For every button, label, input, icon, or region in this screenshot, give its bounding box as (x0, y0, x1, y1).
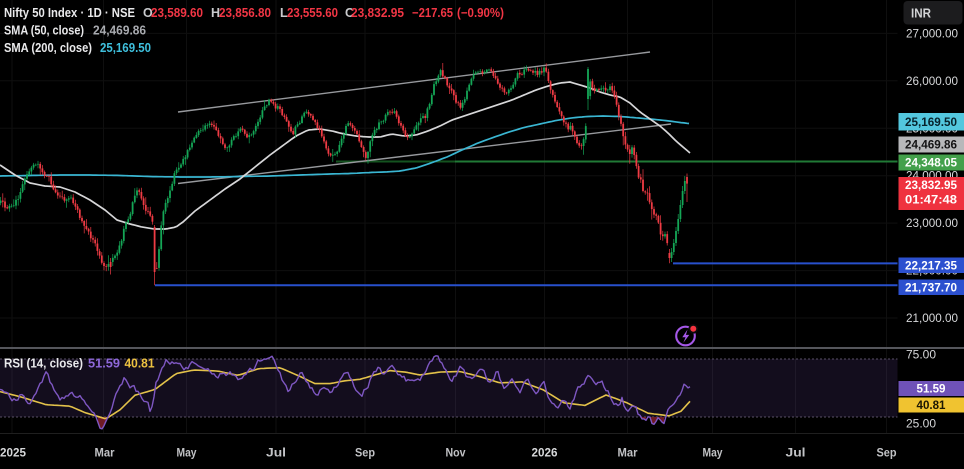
svg-text:May: May (703, 448, 724, 460)
svg-text:RSI (14, close): RSI (14, close) (4, 357, 83, 371)
svg-text:75.00: 75.00 (906, 350, 936, 362)
svg-text:25,169.50: 25,169.50 (100, 41, 151, 55)
svg-text:25.00: 25.00 (906, 419, 936, 431)
svg-text:51.59: 51.59 (88, 357, 120, 371)
svg-text:2026: 2026 (532, 448, 558, 460)
svg-text:Jul: Jul (266, 448, 286, 460)
svg-text:27,000.00: 27,000.00 (906, 28, 958, 40)
svg-text:INR: INR (911, 7, 931, 21)
svg-text:(−0.90%): (−0.90%) (457, 6, 504, 20)
svg-text:23,555.60: 23,555.60 (287, 6, 338, 20)
svg-text:Sep: Sep (355, 448, 375, 460)
svg-text:26,000.00: 26,000.00 (906, 76, 958, 88)
svg-text:May: May (177, 448, 198, 460)
svg-text:SMA (200, close): SMA (200, close) (4, 41, 92, 55)
svg-text:Jul: Jul (786, 448, 806, 460)
svg-text:−217.65: −217.65 (412, 6, 453, 20)
svg-text:24,469.86: 24,469.86 (905, 140, 957, 152)
svg-text:Mar: Mar (618, 448, 639, 460)
svg-text:23,832.95: 23,832.95 (905, 180, 958, 192)
svg-text:23,589.60: 23,589.60 (151, 6, 203, 20)
svg-text:23,856.80: 23,856.80 (219, 6, 271, 20)
svg-text:21,737.70: 21,737.70 (905, 282, 957, 294)
svg-text:21,000.00: 21,000.00 (906, 313, 958, 325)
svg-text:Sep: Sep (877, 448, 897, 460)
svg-text:24,469.86: 24,469.86 (93, 23, 146, 37)
svg-text:01:47:48: 01:47:48 (905, 195, 958, 207)
svg-text:2025: 2025 (0, 448, 27, 460)
svg-text:40.81: 40.81 (917, 400, 947, 412)
svg-text:40.81: 40.81 (125, 357, 155, 371)
svg-text:Nov: Nov (446, 448, 467, 460)
svg-text:Mar: Mar (95, 448, 116, 460)
svg-text:24,348.05: 24,348.05 (905, 158, 958, 170)
svg-text:SMA (50, close): SMA (50, close) (4, 23, 84, 37)
svg-text:22,217.35: 22,217.35 (905, 260, 958, 272)
svg-text:Nifty 50 Index · 1D · NSE: Nifty 50 Index · 1D · NSE (4, 6, 135, 20)
svg-text:25,169.50: 25,169.50 (905, 117, 957, 129)
svg-text:23,000.00: 23,000.00 (906, 218, 958, 230)
svg-text:51.59: 51.59 (917, 384, 946, 396)
svg-text:23,832.95: 23,832.95 (351, 6, 404, 20)
